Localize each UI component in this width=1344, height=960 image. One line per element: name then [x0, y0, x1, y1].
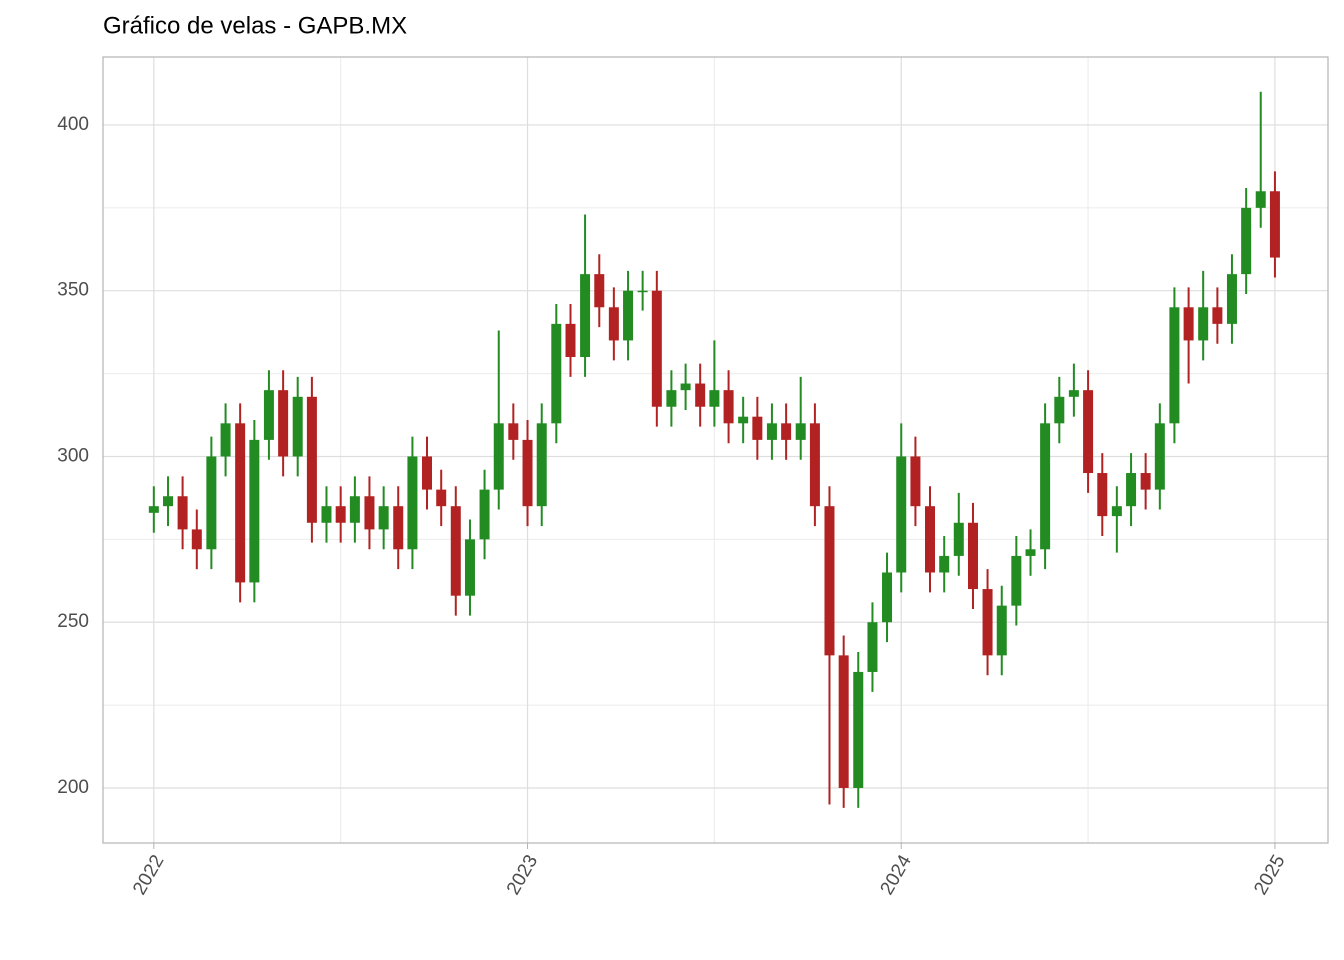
candle-body — [249, 439, 260, 583]
candle-body — [349, 496, 360, 523]
candle-body — [407, 456, 418, 550]
candle-body — [565, 323, 576, 358]
candle-body — [1140, 473, 1151, 490]
candle-body — [925, 506, 936, 573]
candle-body — [1198, 307, 1209, 341]
candle-body — [651, 290, 662, 407]
candle-body — [824, 506, 835, 656]
y-tick-label: 400 — [57, 114, 89, 135]
candle-body — [867, 622, 878, 672]
candle-body — [464, 539, 475, 596]
y-tick-label: 250 — [57, 611, 89, 632]
y-tick-label: 200 — [57, 777, 89, 798]
candle-body — [1083, 390, 1094, 474]
candle-body — [479, 489, 490, 540]
candle-body — [536, 423, 547, 507]
candle-body — [967, 522, 978, 590]
candle-body — [1054, 396, 1065, 424]
candle-body — [364, 496, 375, 530]
candle-body — [723, 390, 734, 424]
candle-body — [594, 274, 605, 308]
x-tick-label: 2025 — [1250, 852, 1289, 899]
candle-body — [809, 423, 820, 507]
candle-body — [263, 390, 274, 440]
y-tick-label: 300 — [57, 445, 89, 466]
candle-body — [953, 522, 964, 556]
candle-body — [608, 307, 619, 341]
candle-body — [939, 555, 950, 573]
candle-body — [206, 456, 217, 550]
x-tick-label: 2024 — [877, 851, 917, 898]
candle-body — [781, 423, 792, 440]
candle-body — [422, 456, 433, 490]
candle-body — [896, 456, 907, 573]
candle-body — [235, 423, 246, 583]
candle-body — [163, 496, 174, 507]
candle-body — [1241, 207, 1252, 275]
candle-body — [1255, 191, 1266, 208]
candle-body — [450, 506, 461, 596]
candle-body — [1068, 390, 1079, 397]
candle-body — [1025, 549, 1036, 556]
candle-body — [882, 572, 893, 623]
candle-body — [551, 323, 562, 424]
candle-body — [335, 506, 346, 523]
candle-body — [766, 423, 777, 440]
candle-body — [1040, 423, 1051, 550]
candle-body — [680, 383, 691, 391]
candle-body — [306, 396, 317, 523]
candle-body — [1011, 555, 1022, 606]
candle-body — [982, 589, 993, 656]
candle-body — [580, 274, 591, 358]
candle-body — [220, 423, 231, 457]
candle-body — [1269, 191, 1280, 258]
candle-body — [191, 529, 202, 550]
candle-body — [1183, 307, 1194, 341]
candle-body — [522, 439, 533, 507]
candle-body — [1126, 473, 1137, 507]
candle-body — [148, 506, 159, 513]
candle-body — [795, 423, 806, 440]
candle-body — [666, 390, 677, 407]
candle-body — [1226, 274, 1237, 324]
panel-border — [102, 56, 1329, 844]
candle-body — [378, 506, 389, 530]
candle-body — [623, 290, 634, 341]
candle-body — [853, 671, 864, 788]
candle-body — [292, 396, 303, 457]
candle-body — [1154, 423, 1165, 490]
candle-body — [177, 496, 188, 530]
y-tick-label: 350 — [57, 280, 89, 301]
candle-body — [838, 655, 849, 788]
candle-body — [436, 489, 447, 507]
candle-body — [508, 423, 519, 440]
candle-body — [1169, 307, 1180, 424]
candle-body — [1097, 473, 1108, 517]
x-tick-label: 2022 — [129, 852, 168, 899]
candle-body — [493, 423, 504, 490]
candle-body — [321, 506, 332, 523]
candle-body — [910, 456, 921, 507]
candle-body — [738, 416, 749, 424]
candle-body — [393, 506, 404, 550]
chart-title: Gráfico de velas - GAPB.MX — [103, 12, 407, 39]
candle-body — [1111, 506, 1122, 517]
candle-body — [637, 290, 648, 293]
x-tick-label: 2023 — [503, 852, 542, 899]
candle-body — [996, 605, 1007, 656]
candle-body — [278, 390, 289, 457]
candle-body — [752, 416, 763, 440]
candle-body — [709, 390, 720, 407]
candle-body — [1212, 307, 1223, 324]
candle-body — [695, 383, 706, 407]
